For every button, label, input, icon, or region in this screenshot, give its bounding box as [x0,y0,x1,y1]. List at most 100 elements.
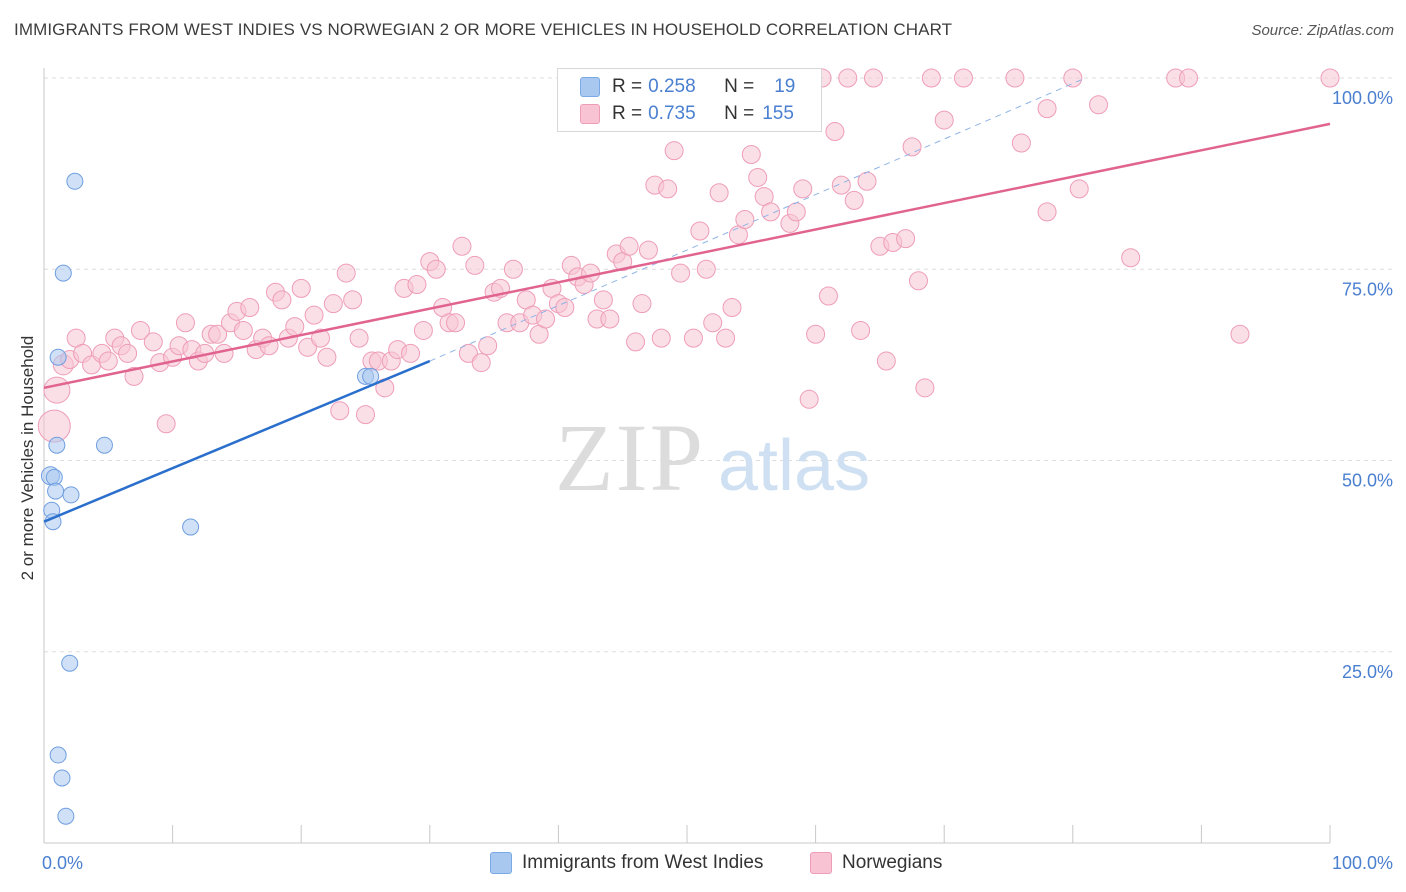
source-label: Source: ZipAtlas.com [1251,22,1394,39]
data-point [844,190,864,210]
data-point [600,309,620,329]
data-point [1037,99,1057,119]
n-label: N = [724,103,755,124]
data-point [786,202,806,222]
data-point [98,351,118,371]
data-point [48,436,66,454]
data-point [658,179,678,199]
data-point [240,298,260,317]
data-point [43,376,71,404]
data-point [683,328,703,348]
data-point [902,137,922,157]
legend-swatch-pink [810,852,832,874]
data-point [664,141,684,161]
data-point [54,264,72,282]
data-point [471,353,491,373]
y-tick-label: 50.0% [1342,471,1393,491]
data-point [896,229,916,249]
r-label: R = [612,103,643,124]
data-point [356,405,375,425]
data-point [285,317,305,337]
n-value: 19 [774,76,796,97]
data-point [47,482,65,500]
x-tick-label: 100.0% [1332,853,1393,873]
data-point [1063,68,1083,88]
data-point [741,145,761,164]
data-point [851,320,871,340]
tick-labels: 25.0% 50.0% 75.0% 100.0% 0.0% 100.0% [42,88,1393,873]
data-point [690,221,710,241]
data-point [118,343,138,363]
data-point [182,518,200,536]
legend-swatch-blue [580,77,600,97]
r-value: 0.735 [648,103,696,124]
data-point [735,210,755,230]
data-point [401,343,421,363]
data-point [793,179,813,199]
data-point [626,332,646,352]
data-point [446,313,466,333]
legend-swatch-blue [490,852,512,874]
legend-item-norwegians: Norwegians [810,852,942,874]
data-point [208,324,228,344]
data-point [536,309,556,329]
chart-title: IMMIGRANTS FROM WEST INDIES VS NORWEGIAN… [14,20,953,39]
data-point [748,167,768,187]
data-point [908,271,928,291]
data-point [716,328,736,348]
data-point [555,298,575,317]
data-point [1011,133,1031,153]
data-point [1069,179,1089,199]
data-point [407,275,427,295]
trend-lines [43,77,1331,523]
data-point [838,68,858,88]
data-point [175,313,195,333]
series-west-indies-points [40,172,380,825]
data-point [95,436,113,454]
data-point [761,202,781,222]
data-point [465,255,485,275]
data-point [857,171,877,191]
data-point [336,263,356,283]
legend-label: Norwegians [842,852,943,873]
data-point [703,313,723,333]
data-point [934,110,954,130]
data-point [452,236,472,256]
stats-row-west-indies: R = 0.258 N = 19 [580,74,795,100]
data-point [53,769,71,787]
data-point [57,807,75,825]
data-point [62,486,80,504]
data-point [876,351,896,371]
watermark-zip: ZIP [555,404,705,511]
data-point [915,378,935,398]
data-point [619,236,639,256]
data-point [831,175,851,195]
r-label: R = [612,76,643,97]
y-tick-label: 25.0% [1342,662,1393,682]
data-point [343,290,363,310]
data-point [304,305,324,325]
data-point [799,389,819,409]
data-point [1121,248,1141,268]
data-point [503,259,523,279]
data-point [124,366,144,386]
y-tick-label: 75.0% [1342,279,1393,299]
data-point [1230,324,1250,344]
data-point [818,286,838,306]
y-tick-label: 100.0% [1332,88,1393,108]
n-value: 155 [762,103,794,124]
data-point [362,367,380,385]
legend-label: Immigrants from West Indies [522,852,764,873]
r-value: 0.258 [648,76,696,97]
y-axis-label: 2 or more Vehicles in Household [18,335,37,581]
data-point [806,324,826,344]
data-point [291,278,311,298]
data-point [66,172,84,190]
data-point [426,259,446,279]
data-point [272,290,292,310]
data-point [709,183,729,203]
data-point [696,259,716,279]
data-point [825,122,845,142]
data-point [323,294,343,314]
